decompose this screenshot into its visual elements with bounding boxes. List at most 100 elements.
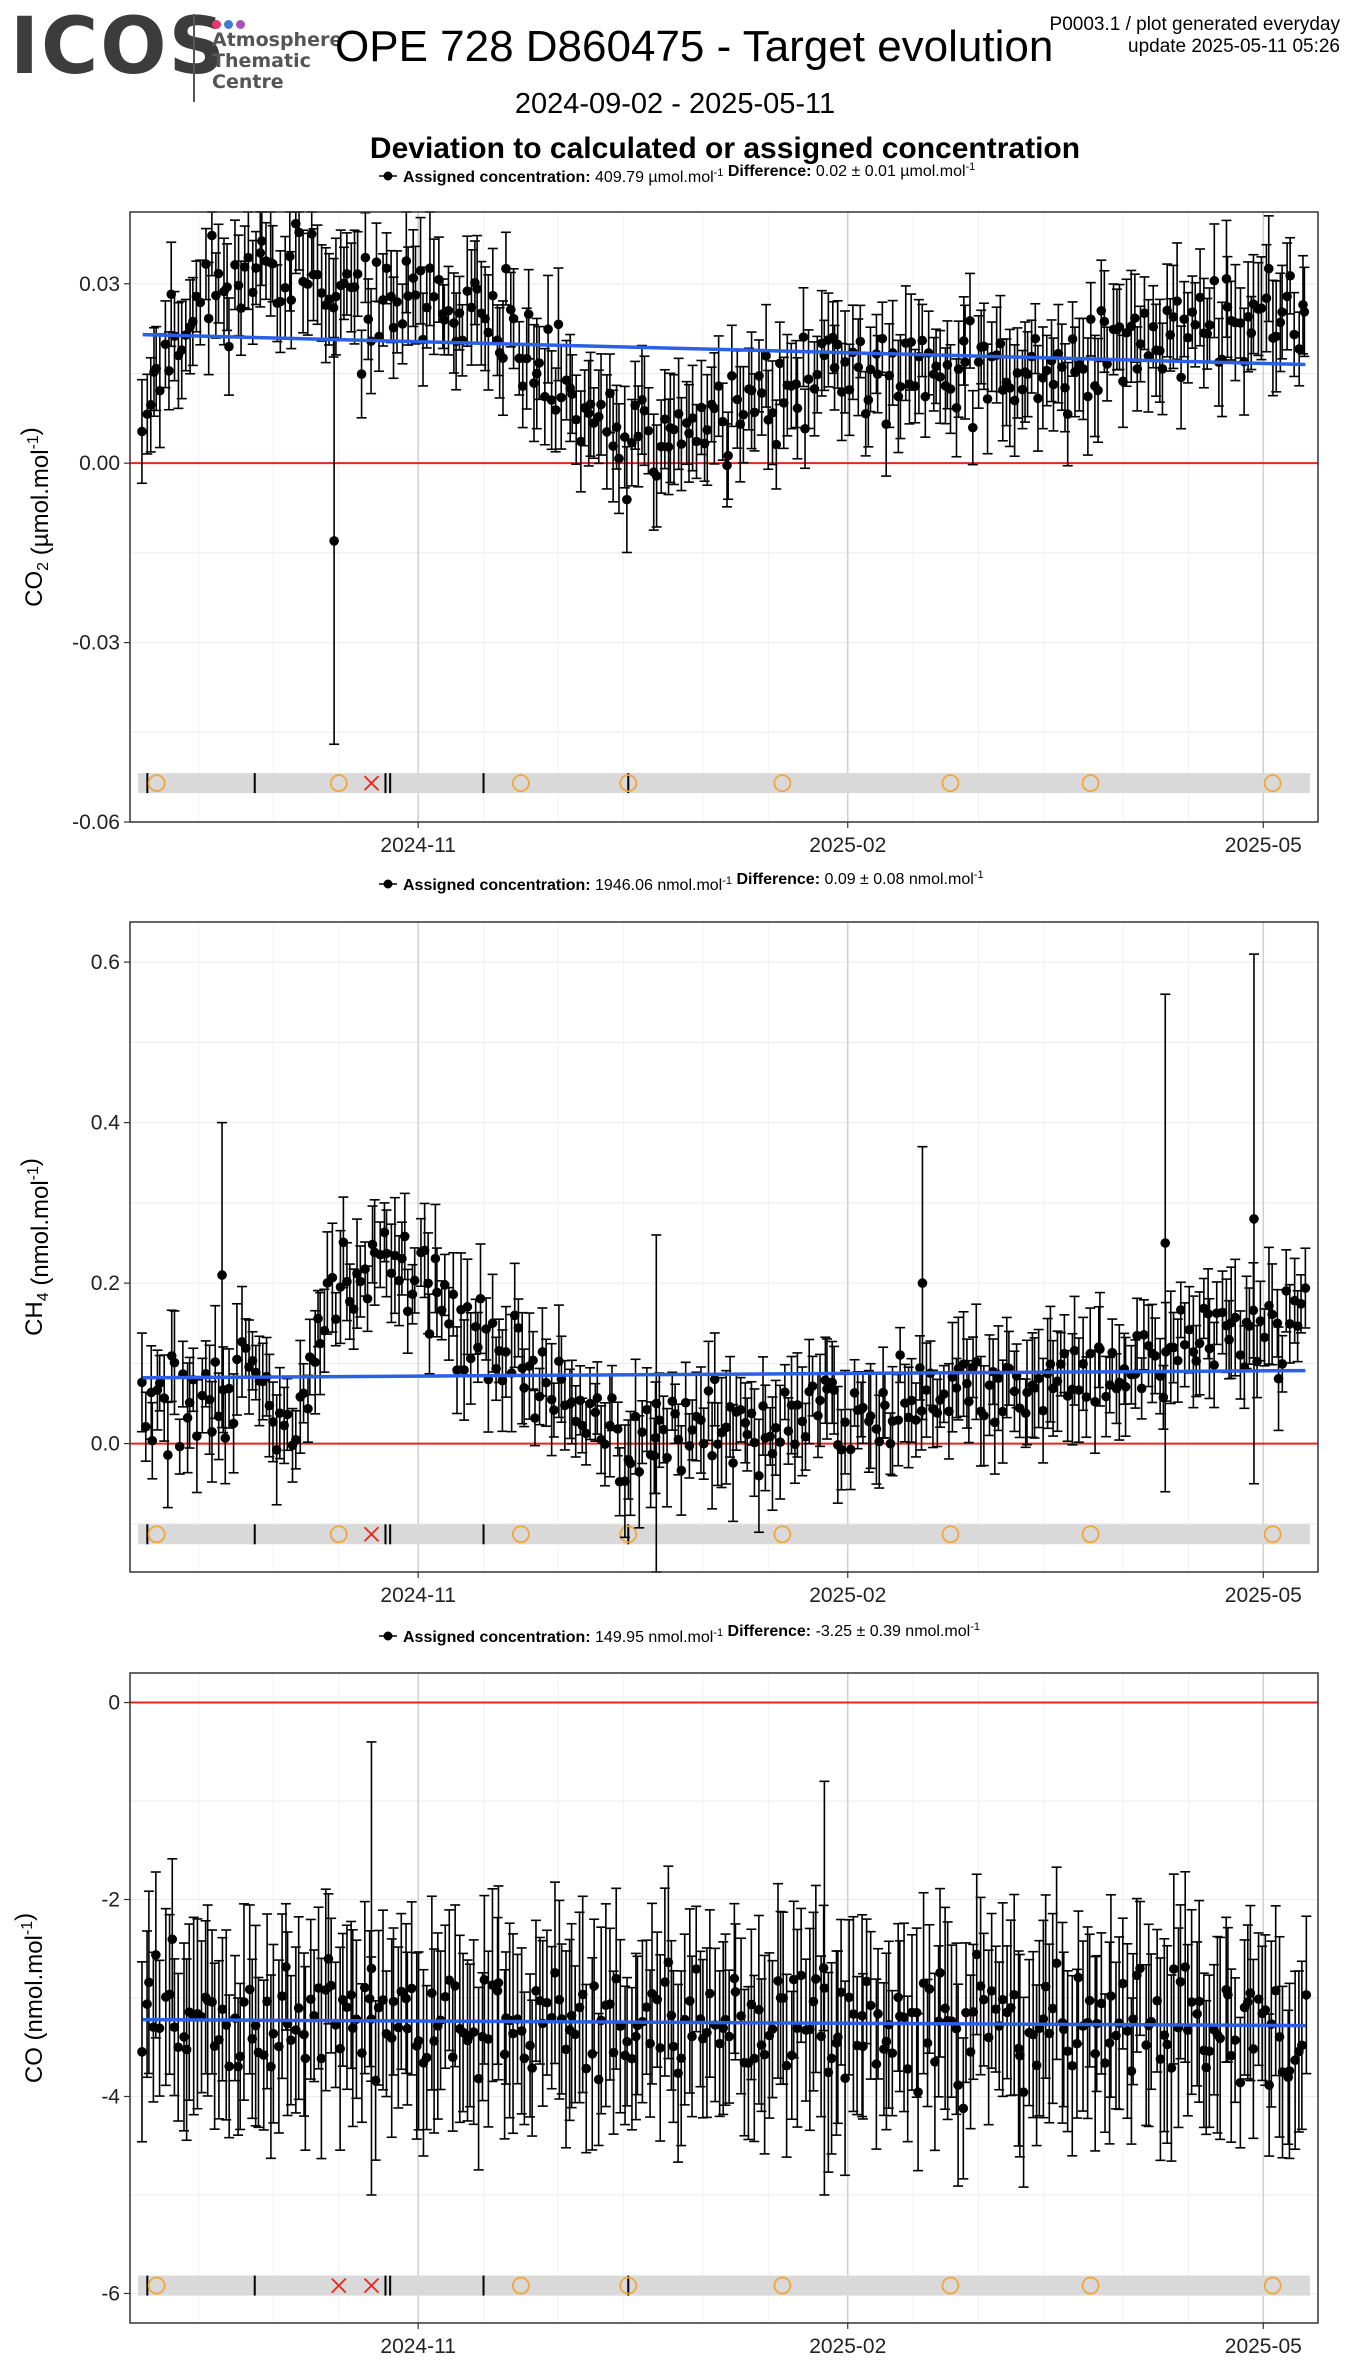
data-point <box>553 319 564 330</box>
logo-dot-blue <box>224 20 233 29</box>
panel-co2: Assigned concentration: 409.79 µmol.mol-… <box>17 161 1319 857</box>
data-point <box>239 262 250 272</box>
data-point <box>1067 334 1078 344</box>
data-point <box>305 1994 316 2005</box>
data-point <box>759 2049 770 2060</box>
data-point <box>913 2087 923 2097</box>
data-point <box>1120 1382 1131 1392</box>
data-point <box>1038 1405 1048 1416</box>
data-point <box>413 2036 424 2046</box>
data-point <box>233 2061 243 2072</box>
data-point <box>587 2049 598 2059</box>
data-point <box>567 389 577 399</box>
data-point <box>844 384 855 395</box>
data-point <box>982 394 993 404</box>
data-point <box>346 1990 356 2000</box>
data-point <box>217 1270 227 1280</box>
data-point <box>707 1450 717 1461</box>
data-point <box>805 2024 815 2035</box>
data-point <box>409 1275 420 1286</box>
data-point <box>262 1996 272 2007</box>
event-circle <box>147 2276 166 2295</box>
data-point <box>754 1470 764 1481</box>
x-tick-label: 2025-02 <box>809 1584 886 1607</box>
update-line: update 2025-05-11 05:26 <box>1128 36 1340 57</box>
data-point <box>487 290 498 301</box>
data-point <box>286 295 297 305</box>
data-point <box>1179 1339 1190 1350</box>
data-point <box>348 1304 359 1314</box>
data-point <box>796 1970 806 1981</box>
data-point <box>140 1421 151 1432</box>
data-point <box>749 1437 760 1448</box>
data-point <box>556 392 567 403</box>
data-point <box>641 2002 652 2013</box>
data-point <box>758 1401 768 1411</box>
data-point <box>581 1428 591 1439</box>
data-point <box>738 409 749 420</box>
data-point <box>244 1984 255 1995</box>
data-point <box>997 1994 1008 2005</box>
logo-line-1: Atmosphere <box>212 29 343 51</box>
data-point <box>590 1407 601 1418</box>
data-point <box>761 351 771 361</box>
data-point <box>240 1343 251 1354</box>
data-point <box>514 353 525 364</box>
data-point <box>570 2029 580 2040</box>
legend-superscript: -1 <box>966 161 976 173</box>
data-point <box>410 290 421 300</box>
data-point <box>614 453 624 464</box>
data-point <box>931 361 941 372</box>
data-point <box>268 1417 278 1427</box>
data-point <box>497 1375 508 1386</box>
data-point <box>788 1974 799 1985</box>
x-tick-label: 2025-02 <box>809 834 886 857</box>
event-cross <box>363 1526 380 1542</box>
data-point <box>338 1995 348 2005</box>
data-point <box>439 315 450 325</box>
data-point <box>939 1389 949 1399</box>
data-point <box>698 1438 709 1449</box>
data-point <box>1107 1347 1118 1358</box>
data-point <box>137 2047 147 2057</box>
data-point <box>822 1384 832 1394</box>
data-point <box>781 2060 792 2071</box>
data-point <box>836 1987 846 1998</box>
data-point <box>151 1950 161 1960</box>
data-point <box>247 2034 258 2044</box>
event-circle <box>329 774 348 793</box>
data-point <box>1186 1997 1197 2007</box>
event-circle <box>1263 1525 1282 1544</box>
data-point <box>1285 270 1295 281</box>
data-point <box>1085 314 1096 325</box>
data-point <box>475 1293 486 1304</box>
data-point <box>576 436 586 447</box>
data-point <box>537 1347 548 1357</box>
data-point <box>1204 320 1215 330</box>
data-point <box>989 1417 1000 1428</box>
y-tick-label: -2 <box>101 1889 120 1912</box>
data-point <box>1033 1373 1044 1384</box>
data-point <box>1114 322 1125 332</box>
data-point <box>298 1388 309 1399</box>
data-point <box>990 2004 1001 2014</box>
data-point <box>1069 1345 1080 1356</box>
data-point <box>1246 328 1257 338</box>
data-point <box>906 337 916 347</box>
y-axis-label-part: -1 <box>19 1921 36 1935</box>
data-point <box>922 2038 933 2048</box>
data-point <box>1102 359 1112 369</box>
data-point <box>450 1981 460 1991</box>
data-point <box>1162 2039 1173 2050</box>
data-point <box>213 1411 224 1422</box>
data-series <box>136 1741 1312 2196</box>
data-point <box>1281 1286 1292 1296</box>
data-point <box>865 364 876 375</box>
data-point <box>1172 1355 1183 1366</box>
y-tick-label: 0.0 <box>91 1433 120 1456</box>
data-point <box>1297 2040 1307 2051</box>
panel-ch4: Assigned concentration: 1946.06 nmol.mol… <box>17 869 1319 1607</box>
event-strip <box>138 773 1310 794</box>
data-point <box>873 2009 883 2019</box>
data-point <box>1183 332 1193 343</box>
